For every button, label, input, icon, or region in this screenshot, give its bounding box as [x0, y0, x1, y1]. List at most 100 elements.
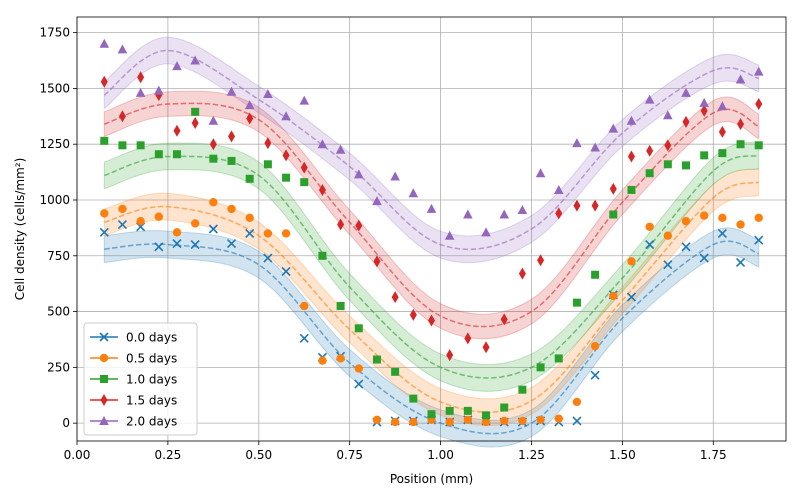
point-0_5-days	[190, 219, 200, 228]
point-1_5-days	[137, 71, 145, 84]
point-1_5-days	[428, 314, 435, 327]
point-2_0-days	[390, 171, 400, 181]
legend-marker-stroke	[99, 332, 109, 342]
point-1_0-days	[663, 160, 672, 169]
point-0_5-days	[154, 212, 164, 221]
y-tick-label: 1250	[39, 137, 70, 151]
point-2_0-days	[99, 38, 110, 48]
point-2_0-days	[299, 95, 310, 105]
point-0_0-days-stroke	[99, 227, 109, 237]
point-1_5-days	[100, 75, 108, 88]
point-2_0-days	[499, 209, 510, 219]
point-1_0-days	[463, 406, 472, 415]
point-0_5-days	[227, 204, 236, 214]
point-0_0-days	[172, 238, 182, 249]
point-0_0-days	[99, 227, 109, 237]
point-0_0-days	[663, 260, 673, 270]
point-1_5-days	[555, 207, 563, 220]
point-1_5-days	[664, 139, 672, 152]
point-0_0-days-stroke	[717, 228, 727, 239]
legend-marker	[100, 375, 108, 383]
point-0_0-days-stroke	[281, 266, 291, 276]
x-tick-label: 1.00	[427, 448, 454, 462]
point-0_5-days	[318, 356, 327, 365]
point-0_0-days	[354, 379, 364, 389]
point-1_0-days	[191, 107, 200, 116]
point-0_5-days	[245, 213, 254, 223]
point-0_0-days-stroke	[172, 238, 182, 249]
y-tick-label: 1500	[39, 81, 70, 95]
point-1_5-days	[537, 254, 545, 267]
point-0_0-days	[245, 228, 255, 239]
point-2_0-days	[426, 203, 437, 213]
point-2_0-days	[244, 100, 255, 110]
point-0_0-days-stroke	[645, 240, 655, 250]
point-1_0-days	[118, 141, 127, 150]
point-1_5-days	[718, 125, 726, 138]
point-1_5-days	[318, 183, 326, 196]
point-0_0-days-stroke	[245, 228, 255, 239]
x-tick-label: 1.25	[518, 448, 545, 462]
point-0_5-days	[663, 231, 673, 240]
y-tick-label: 750	[47, 249, 70, 263]
point-2_0-days	[681, 87, 691, 97]
y-tick-label: 250	[47, 360, 70, 374]
point-2_0-days	[281, 111, 291, 121]
point-1_0-days	[263, 160, 272, 169]
point-1_5-days	[300, 161, 308, 174]
legend-label: 0.5 days	[126, 352, 177, 366]
point-1_0-days	[354, 324, 363, 333]
point-0_5-days	[645, 222, 654, 231]
point-0_0-days-stroke	[190, 240, 200, 250]
point-0_0-days	[226, 238, 237, 249]
point-0_0-days-stroke	[154, 242, 164, 252]
point-0_5-days	[609, 291, 618, 301]
point-1_0-days	[554, 354, 563, 363]
band-1_0-days	[103, 141, 760, 392]
point-2_0-days	[263, 88, 273, 98]
point-0_0-days-stroke	[681, 242, 691, 252]
y-tick-label: 1750	[39, 26, 70, 40]
point-1_0-days	[136, 141, 145, 150]
point-1_5-days	[209, 138, 217, 151]
x-tick-label: 0.00	[64, 448, 91, 462]
point-1_0-days	[682, 161, 691, 170]
point-1_5-days	[409, 308, 417, 321]
point-0_0-days	[717, 228, 727, 239]
point-1_0-days	[536, 363, 545, 372]
point-0_5-days	[409, 417, 418, 427]
fit-line-1_5-days	[104, 102, 760, 328]
point-0_0-days	[590, 370, 600, 380]
point-2_0-days	[190, 55, 200, 65]
point-2_0-days	[717, 101, 728, 111]
point-0_5-days	[100, 209, 109, 218]
x-tick-label: 1.50	[609, 448, 636, 462]
point-0_0-days	[645, 240, 655, 250]
point-2_0-days	[463, 209, 473, 219]
point-0_5-days	[172, 228, 182, 237]
point-1_0-days	[391, 367, 400, 376]
point-2_0-days	[317, 139, 328, 149]
point-2_0-days	[626, 115, 637, 125]
point-0_0-days-stroke	[117, 219, 128, 230]
point-0_5-days	[572, 397, 582, 407]
point-0_5-days	[536, 415, 545, 424]
point-0_5-days	[627, 257, 636, 266]
point-0_0-days-stroke	[754, 235, 764, 245]
y-axis-ticks: 0 250 500 750 1000 1250 1500 1750	[39, 26, 77, 430]
point-1_0-days	[100, 136, 109, 145]
point-1_0-days	[645, 169, 654, 178]
x-tick-label: 0.50	[245, 448, 272, 462]
band-1_5-days	[103, 90, 760, 340]
point-0_0-days	[626, 292, 637, 302]
point-0_0-days	[117, 219, 128, 230]
point-0_5-days	[281, 229, 291, 238]
fit-line-2_0-days	[103, 49, 759, 251]
point-2_0-days	[226, 86, 237, 96]
point-1_5-days	[500, 313, 508, 326]
point-0_0-days	[281, 266, 291, 276]
point-2_0-days	[372, 196, 382, 206]
point-0_0-days-stroke	[699, 253, 709, 263]
y-axis-label: Cell density (cells/mm²)	[13, 158, 27, 301]
